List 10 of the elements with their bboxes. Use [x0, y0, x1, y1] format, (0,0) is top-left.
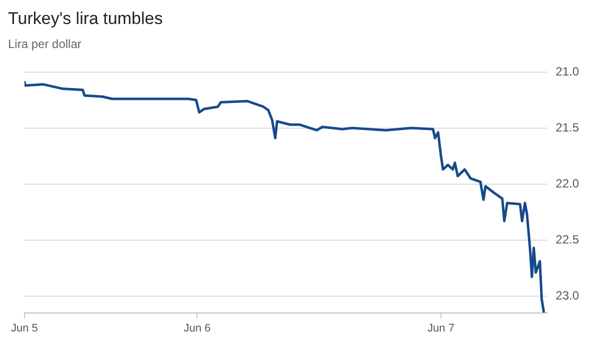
x-tick-label: Jun 6 — [184, 322, 211, 334]
chart-title: Turkey's lira tumbles — [8, 8, 164, 30]
y-tick-label: 22.0 — [556, 176, 580, 190]
chart-subtitle: Lira per dollar — [8, 36, 82, 52]
x-tick-label: Jun 5 — [10, 322, 38, 334]
x-tick-label: Jun 7 — [428, 322, 454, 334]
y-tick-label: 22.5 — [556, 232, 580, 246]
y-tick-label: 23.0 — [556, 288, 580, 302]
y-tick-label: 21.5 — [556, 120, 580, 134]
y-tick-label: 21.0 — [556, 64, 580, 78]
